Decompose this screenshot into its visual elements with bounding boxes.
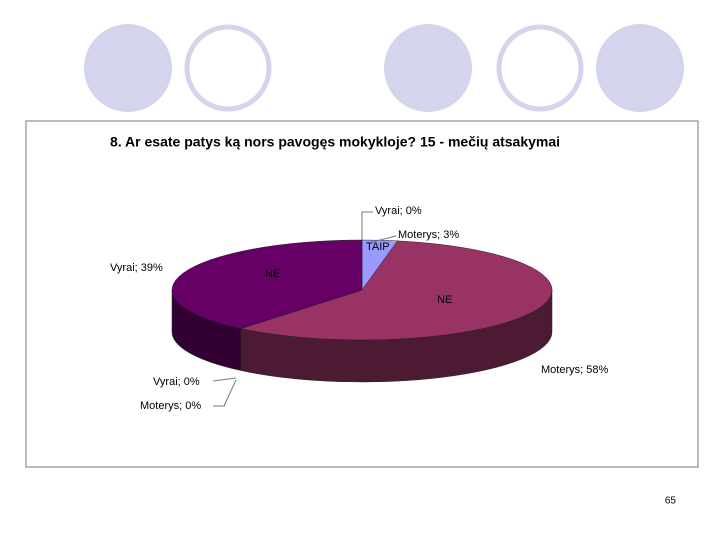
- data-label: Vyrai; 39%: [110, 262, 163, 274]
- decor-circle: [84, 24, 172, 112]
- decor-circle: [496, 24, 584, 112]
- leader-line: [371, 235, 397, 243]
- decor-circle: [384, 24, 472, 112]
- page-number: 65: [665, 496, 677, 507]
- leader-line: [213, 379, 237, 407]
- data-label: Vyrai; 0%: [375, 205, 422, 217]
- decor-circle: [596, 24, 684, 112]
- slice: [171, 239, 363, 329]
- data-label: Moterys; 58%: [541, 364, 608, 376]
- leader-line: [212, 377, 237, 382]
- data-label: Moterys; 0%: [140, 400, 201, 412]
- group-label: TAIP: [366, 241, 390, 253]
- data-label: Moterys; 3%: [398, 229, 459, 241]
- slice: [239, 240, 553, 341]
- group-label: NE: [437, 294, 452, 306]
- group-label: NE: [265, 268, 280, 280]
- decor-circle: [184, 24, 272, 112]
- leader-line: [361, 211, 373, 240]
- chart-title: 8. Ar esate patys ką nors pavogęs mokykl…: [110, 134, 560, 150]
- data-label: Vyrai; 0%: [153, 376, 200, 388]
